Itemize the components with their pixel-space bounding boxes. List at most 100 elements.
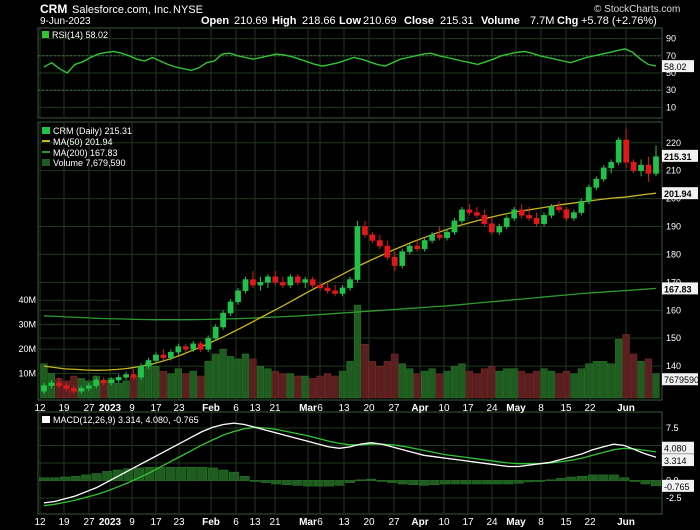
macd-signal-tag: 4.080 bbox=[664, 444, 687, 454]
macd-histogram-bar bbox=[556, 478, 567, 481]
rsi-current-value: 58.02 bbox=[664, 62, 687, 72]
macd-histogram-bar bbox=[123, 468, 134, 481]
volume-bar bbox=[368, 361, 376, 399]
volume-bar bbox=[346, 361, 354, 399]
candlesticks bbox=[41, 128, 659, 394]
macd-signal-line bbox=[43, 426, 657, 507]
volume-last-value: 7679590 bbox=[664, 375, 699, 385]
volume-tick-label: 40M bbox=[18, 295, 36, 305]
candle-body bbox=[354, 226, 361, 280]
x-tick-label: 20 bbox=[363, 403, 375, 414]
candle-body bbox=[100, 379, 107, 384]
macd-histogram-bar bbox=[450, 480, 461, 485]
volume-bar bbox=[212, 353, 220, 399]
legend-swatch-volume bbox=[42, 159, 50, 166]
ma50-tag: 201.94 bbox=[664, 189, 692, 199]
x-tick-label: 21 bbox=[269, 403, 281, 414]
volume-bar bbox=[458, 363, 466, 399]
x-tick-label: 24 bbox=[486, 403, 498, 414]
volume-bar bbox=[152, 365, 160, 399]
macd-histogram-bar bbox=[70, 476, 81, 481]
ma200-line bbox=[43, 287, 657, 321]
volume-bar bbox=[316, 375, 324, 399]
last-close-tag: 215.31 bbox=[664, 152, 692, 162]
volume-bar bbox=[577, 368, 585, 399]
legend-price: CRM (Daily) 215.31 bbox=[53, 126, 132, 136]
candle-body bbox=[220, 312, 226, 328]
volume-bar bbox=[562, 370, 571, 399]
macd-histogram-bar bbox=[376, 480, 387, 482]
candle-body bbox=[459, 209, 465, 222]
x-tick-label-bottom: 17 bbox=[462, 517, 474, 528]
high-label: High bbox=[272, 15, 297, 27]
candle-body bbox=[362, 226, 368, 236]
macd-histogram-bar bbox=[482, 480, 493, 485]
volume-bar bbox=[450, 365, 459, 399]
x-tick-label-bottom: 23 bbox=[173, 517, 185, 528]
macd-histogram-bar bbox=[587, 474, 598, 481]
volume-value: 7.7M bbox=[530, 15, 554, 27]
candle-body bbox=[138, 365, 144, 378]
volume-bar bbox=[174, 368, 182, 399]
x-tick-label-bottom: 22 bbox=[584, 517, 596, 528]
volume-bar bbox=[294, 375, 302, 399]
volume-bar bbox=[510, 368, 518, 399]
volume-bar bbox=[428, 368, 436, 399]
candle-body bbox=[541, 215, 547, 224]
volume-bar bbox=[286, 373, 294, 399]
price-tick-label: 220 bbox=[666, 138, 681, 148]
volume-bar bbox=[309, 378, 317, 399]
volume-bar bbox=[637, 361, 645, 399]
x-tick-label-bottom: 2023 bbox=[99, 517, 122, 528]
candle-body bbox=[63, 385, 70, 389]
candle-body bbox=[242, 279, 249, 291]
candle-body bbox=[571, 212, 577, 219]
macd-histogram-bar bbox=[387, 480, 398, 483]
x-tick-label-bottom: 13 bbox=[249, 517, 261, 528]
price-panel bbox=[37, 121, 663, 401]
volume-bar bbox=[443, 370, 451, 399]
low-value: 210.69 bbox=[363, 15, 397, 27]
volume-tick-label: 30M bbox=[18, 320, 36, 330]
x-tick-label-bottom: 12 bbox=[34, 517, 46, 528]
candle-body bbox=[518, 209, 525, 216]
volume-bar bbox=[182, 373, 190, 399]
close-value: 215.31 bbox=[440, 15, 474, 27]
macd-histogram-bar bbox=[418, 480, 429, 486]
macd-histogram-bar bbox=[250, 480, 261, 482]
volume-bar bbox=[398, 363, 406, 399]
volume-bar bbox=[271, 370, 279, 399]
x-tick-label-bottom: 17 bbox=[150, 517, 162, 528]
x-tick-label: 15 bbox=[560, 403, 572, 414]
candle-body bbox=[130, 374, 137, 378]
rsi-tick-label: 90 bbox=[666, 34, 676, 44]
candle-body bbox=[78, 388, 85, 392]
x-tick-label-bottom: 8 bbox=[538, 517, 544, 528]
macd-histogram-bar bbox=[165, 466, 176, 481]
rsi-legend-swatch bbox=[42, 31, 49, 38]
x-tick-label: 9 bbox=[129, 403, 135, 414]
candle-body bbox=[369, 234, 376, 241]
price-tick-label: 190 bbox=[666, 222, 681, 232]
x-tick-label: 17 bbox=[462, 403, 474, 414]
volume-bar bbox=[122, 380, 130, 399]
volume-bar bbox=[503, 368, 511, 399]
candle-body bbox=[436, 234, 443, 238]
volume-bar bbox=[331, 375, 339, 399]
candle-body bbox=[324, 287, 331, 291]
x-tick-label-bottom: 6 bbox=[317, 517, 323, 528]
macd-signal-tag-box bbox=[662, 441, 694, 454]
macd-legend: MACD(12,26,9) 3.314, 4.080, -0.765 bbox=[42, 415, 199, 425]
volume-bar bbox=[256, 365, 265, 399]
macd-histogram-bar bbox=[133, 467, 144, 481]
macd-histogram-bar bbox=[313, 480, 324, 487]
volume-bar bbox=[167, 373, 175, 399]
volume-bar bbox=[465, 370, 474, 399]
rsi-line bbox=[43, 48, 657, 74]
candle-body bbox=[600, 167, 607, 180]
exchange-name: NYSE bbox=[173, 4, 203, 16]
candle-body bbox=[123, 374, 129, 378]
volume-bar bbox=[607, 363, 615, 399]
axis-labels: 12 12 19 19 27 27 2023 2023 9 9 17 17 23 23 Feb Feb 6 6 13… bbox=[18, 34, 699, 528]
x-tick-label: 19 bbox=[58, 403, 70, 414]
